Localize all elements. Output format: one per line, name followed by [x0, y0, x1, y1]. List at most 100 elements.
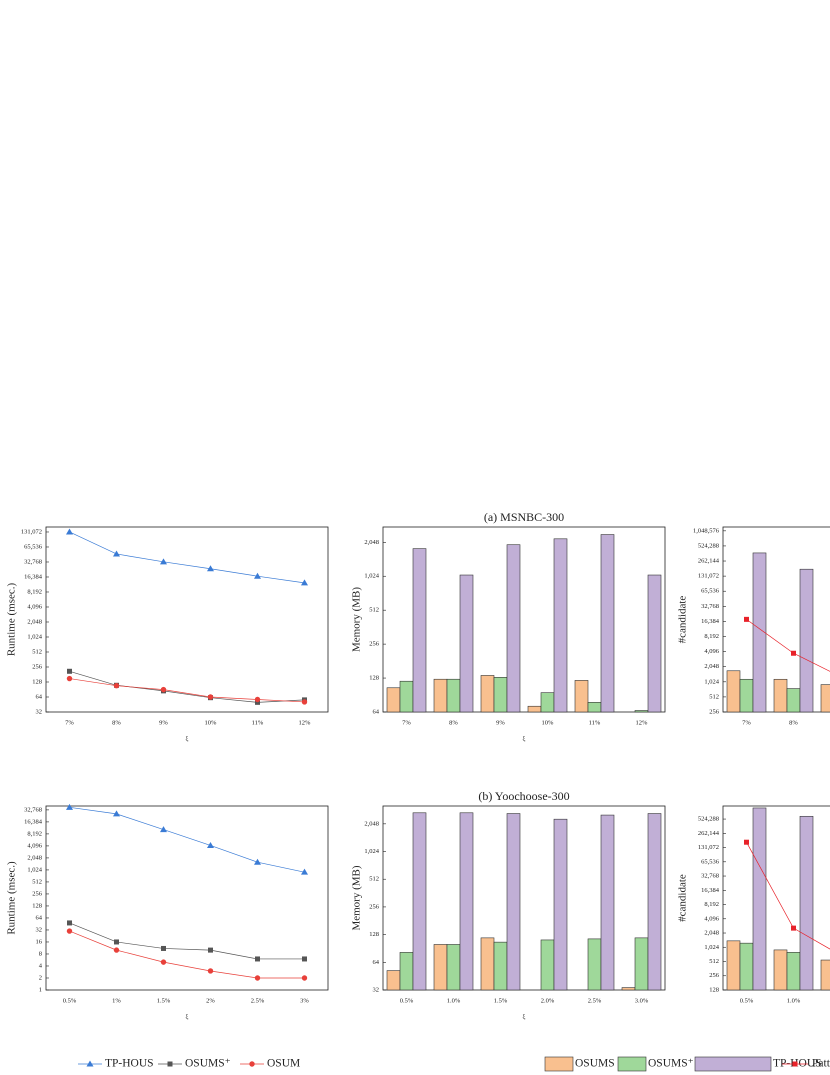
x-tick-label: 12% — [299, 719, 312, 726]
bar — [433, 944, 448, 991]
plot-frame — [45, 805, 329, 991]
bar — [634, 937, 649, 991]
x-tick-label: 2% — [206, 997, 215, 1004]
y-tick-label: 2,048 — [364, 539, 379, 546]
legend-marker — [167, 1061, 173, 1067]
y-tick-label: 131,072 — [698, 573, 719, 580]
legend-swatch — [694, 1056, 772, 1072]
bar — [773, 949, 788, 991]
y-tick-label: 64 — [36, 914, 43, 921]
y-tick-label: 256 — [709, 972, 720, 979]
y-axis-label: Memory (MB) — [351, 865, 363, 930]
y-tick-label: 16,384 — [701, 618, 720, 625]
x-tick-label: 1.5% — [157, 997, 171, 1004]
y-axis-label: #candidate — [677, 596, 689, 644]
bar — [527, 705, 542, 713]
y-tick-label: 128 — [32, 902, 42, 909]
y-tick-label: 4 — [39, 962, 43, 969]
y-tick-label: 8,192 — [704, 633, 719, 640]
x-tick-label: 8% — [789, 719, 798, 726]
y-tick-label: 256 — [32, 890, 43, 897]
legend-label: OSUMS — [575, 1058, 615, 1070]
bar — [506, 544, 521, 713]
y-tick-label: 1,024 — [704, 678, 719, 685]
point — [744, 839, 749, 845]
y-tick-label: 4,096 — [27, 603, 42, 610]
legend-marker — [249, 1061, 255, 1067]
y-tick-label: 32,768 — [24, 558, 42, 565]
x-tick-label: 7% — [742, 719, 751, 726]
chart-title: (a) MSNBC-300 — [484, 510, 564, 524]
y-tick-label: 4,096 — [704, 648, 719, 655]
y-tick-label: 65,536 — [701, 858, 720, 865]
x-tick-label: 2.5% — [251, 997, 265, 1004]
y-tick-label: 256 — [369, 903, 380, 910]
bar — [506, 813, 521, 991]
y-tick-label: 1,024 — [27, 633, 42, 640]
y-tick-label: 1,024 — [27, 866, 42, 873]
bar — [386, 687, 401, 713]
x-axis-label: ξ — [186, 735, 189, 742]
chart: 32 64 128 256 512 1,024 2,048 4,096 8,192 16,384 3… — [6, 526, 329, 742]
legend-label: OSUMS⁺ — [648, 1058, 694, 1070]
x-axis-label: ξ — [523, 1013, 526, 1020]
y-tick-label: 65,536 — [24, 543, 43, 550]
point — [66, 803, 73, 810]
point — [113, 550, 120, 557]
y-tick-label: 524,288 — [698, 542, 719, 549]
x-tick-label: 0.5% — [740, 997, 754, 1004]
point — [254, 975, 261, 981]
point — [160, 686, 167, 693]
bar — [786, 688, 801, 713]
point — [160, 826, 167, 833]
x-tick-label: 0.5% — [400, 997, 414, 1004]
bar — [739, 678, 754, 713]
y-tick-label: 32,768 — [701, 603, 719, 610]
y-tick-label: 2,048 — [27, 618, 42, 625]
y-tick-label: 256 — [709, 708, 720, 715]
point — [113, 947, 120, 953]
bar — [647, 813, 662, 991]
series-line — [69, 806, 305, 873]
y-tick-label: 64 — [36, 693, 43, 700]
point — [67, 920, 72, 926]
x-tick-label: 9% — [159, 719, 168, 726]
x-tick-label: 3% — [300, 997, 309, 1004]
point — [254, 572, 261, 579]
y-tick-label: 16,384 — [701, 887, 720, 894]
series-line — [69, 922, 305, 960]
y-tick-label: 16,384 — [24, 573, 43, 580]
x-tick-label: 8% — [449, 719, 458, 726]
series-line — [69, 531, 305, 584]
bar — [820, 684, 830, 713]
point — [66, 928, 73, 934]
point — [208, 947, 213, 953]
chart: 128 256 512 1,024 2,048 4,096 8,192 16,384 32,76… — [677, 805, 830, 1004]
y-tick-label: 512 — [709, 958, 719, 965]
chart: 64 128 256 512 1,024 2,048 7% 8% 9% 10% 11% 12% Memo… — [351, 510, 666, 742]
point — [66, 675, 73, 682]
x-tick-label: 3.0% — [635, 997, 649, 1004]
x-tick-label: 2.5% — [588, 997, 602, 1004]
legend-label: Patte — [812, 1058, 830, 1070]
x-tick-label: 0.5% — [63, 997, 77, 1004]
plot-frame — [382, 805, 666, 991]
y-tick-label: 32 — [373, 986, 380, 993]
bar — [459, 574, 474, 713]
y-tick-label: 262,144 — [698, 830, 720, 837]
y-tick-label: 4,096 — [27, 842, 42, 849]
point — [113, 682, 120, 689]
bar — [446, 944, 461, 991]
y-tick-label: 131,072 — [698, 844, 719, 851]
y-tick-label: 512 — [32, 648, 42, 655]
chart: 32 64 128 256 512 1,024 2,048 0.5% 1.0% 1.5% 2.0% 2… — [351, 789, 666, 1020]
x-tick-label: 12% — [636, 719, 649, 726]
bar — [621, 987, 636, 991]
y-tick-label: 128 — [709, 986, 719, 993]
y-tick-label: 4,096 — [704, 915, 719, 922]
point — [301, 579, 308, 586]
bar — [634, 710, 649, 713]
legend-marker — [86, 1060, 94, 1067]
y-tick-label: 8,192 — [704, 901, 719, 908]
